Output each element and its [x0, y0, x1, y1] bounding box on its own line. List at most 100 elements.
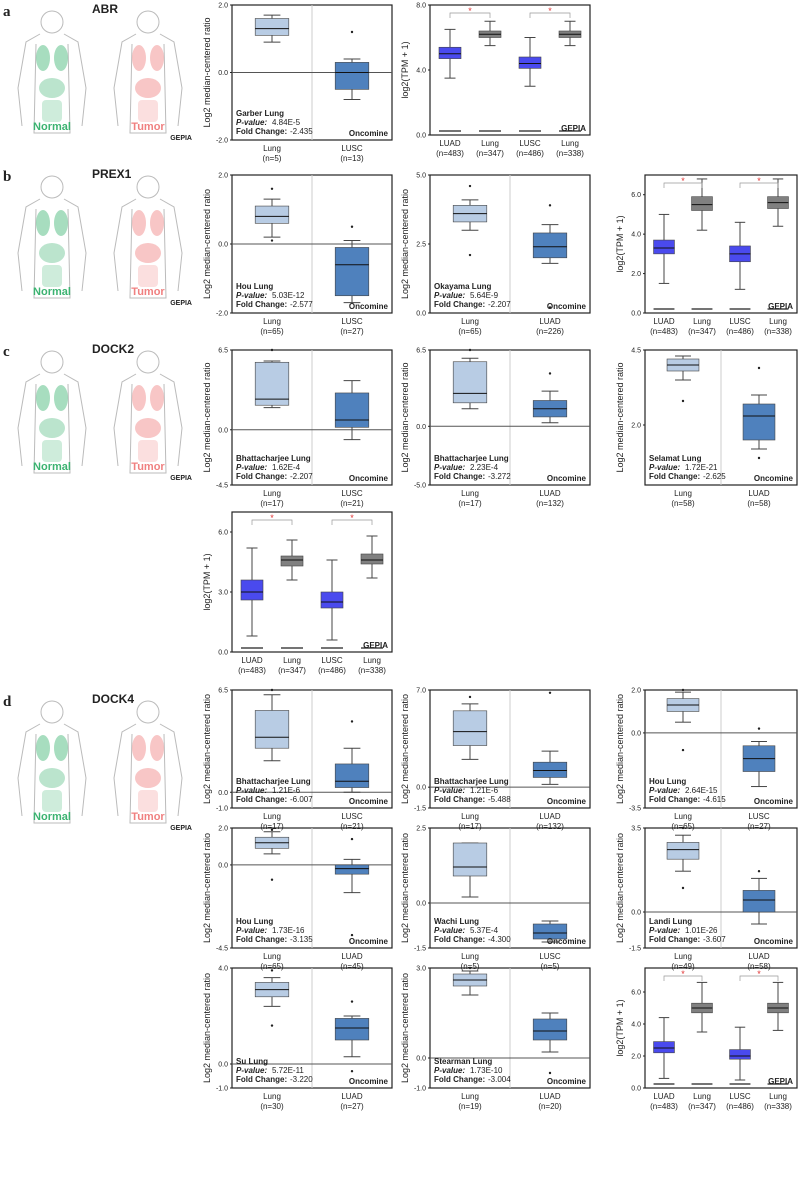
n-label: (n=45) [340, 962, 364, 971]
normal-label: Normal [33, 461, 71, 473]
box [254, 18, 290, 36]
n-label: (n=65) [458, 327, 482, 336]
y-tick-label: 0.0 [218, 790, 228, 797]
outlier [757, 366, 761, 370]
box [334, 62, 370, 90]
p-value: 5.37E-4 [470, 926, 499, 935]
outlier [757, 870, 761, 873]
study-name: Hou Lung [236, 282, 273, 291]
source-label: Oncomine [349, 474, 389, 483]
significance-bracket [739, 975, 779, 981]
study-name: Stearman Lung [434, 1057, 492, 1066]
source-label: Oncomine [349, 129, 389, 138]
p-value: 1.62E-4 [272, 463, 301, 472]
y-tick-label: 8.0 [416, 3, 426, 10]
x-tick-label: Lung [461, 952, 479, 961]
y-axis-label: Log2 median-centered ratio [400, 362, 410, 472]
y-tick-label: -1.5 [414, 806, 426, 813]
source-label: Oncomine [547, 302, 587, 311]
y-tick-label: -5.0 [414, 483, 426, 490]
x-tick-label: LUAD [653, 317, 675, 326]
organ [39, 78, 65, 98]
fold-change: -3.607 [703, 935, 726, 944]
y-tick-label: 5.0 [416, 173, 426, 180]
p-label: P-value: [236, 926, 267, 935]
fc-label: Fold Change: [434, 1075, 485, 1084]
box [334, 392, 370, 428]
outlier [468, 695, 472, 699]
n-label: (n=21) [340, 822, 364, 831]
n-label: (n=486) [516, 149, 544, 158]
significance-mark: * [548, 6, 552, 16]
x-tick-label: Lung [481, 139, 499, 148]
panel-letter: d [3, 694, 12, 710]
y-tick-label: 0.0 [416, 311, 426, 318]
p-value: 1.73E-16 [272, 926, 305, 935]
outlier [270, 969, 274, 972]
organ [135, 418, 161, 438]
organ [135, 243, 161, 263]
y-tick-label: 4.5 [631, 348, 641, 355]
outlier [548, 691, 552, 694]
y-tick-label: 4.0 [631, 232, 641, 239]
y-axis-label: Log2 median-centered ratio [202, 17, 212, 127]
y-axis-label: Log2 median-centered ratio [615, 362, 625, 472]
y-tick-label: 2.0 [631, 688, 641, 695]
n-label: (n=17) [458, 499, 482, 508]
fold-change: -5.488 [488, 795, 511, 804]
x-tick-label: LUAD [539, 812, 561, 821]
y-tick-label: 0.0 [218, 650, 228, 657]
torso [17, 33, 87, 134]
n-label: (n=338) [764, 1102, 792, 1111]
p-label: P-value: [649, 786, 680, 795]
x-tick-label: Lung [674, 812, 692, 821]
x-tick-label: LUSC [341, 812, 363, 821]
fold-change: -2.435 [290, 127, 313, 136]
significance-mark: * [681, 969, 685, 979]
gut [138, 790, 158, 812]
y-tick-label: 0.0 [631, 730, 641, 737]
organ [39, 243, 65, 263]
fc-label: Fold Change: [434, 795, 485, 804]
x-tick-label: LUAD [653, 1092, 675, 1101]
outlier [350, 720, 354, 723]
p-label: P-value: [236, 786, 267, 795]
p-label: P-value: [434, 786, 465, 795]
y-axis-label: Log2 median-centered ratio [202, 833, 212, 943]
tumor-label: Tumor [131, 461, 165, 473]
outlier [548, 372, 552, 375]
outlier [757, 456, 761, 460]
p-value: 1.01E-26 [685, 926, 718, 935]
plot-frame [429, 4, 591, 136]
box [280, 555, 304, 567]
body-figure [113, 10, 183, 134]
n-label: (n=486) [318, 666, 346, 675]
fold-change: -2.577 [290, 300, 313, 309]
lung-right [54, 735, 68, 761]
x-tick-label: LUAD [341, 952, 363, 961]
fc-label: Fold Change: [236, 935, 287, 944]
y-tick-label: 0.0 [218, 242, 228, 249]
source-label: Oncomine [349, 302, 389, 311]
n-label: (n=58) [747, 499, 771, 508]
y-axis-label: Log2 median-centered ratio [202, 362, 212, 472]
gene-name: PREX1 [92, 167, 132, 181]
outlier [270, 878, 274, 881]
study-name: Su Lung [236, 1057, 268, 1066]
lung-left [132, 735, 146, 761]
box [653, 1041, 675, 1054]
box [653, 239, 675, 255]
y-axis-label: log2(TPM + 1) [615, 215, 625, 272]
tumor-label: Tumor [131, 121, 165, 133]
x-tick-label: Lung [769, 1092, 787, 1101]
outlier [681, 826, 685, 830]
outlier [270, 348, 274, 352]
y-tick-label: 6.5 [218, 348, 228, 355]
significance-mark: * [270, 513, 274, 523]
outlier [270, 187, 274, 190]
box [742, 403, 776, 441]
outlier [548, 306, 552, 309]
y-tick-label: 6.0 [631, 192, 641, 199]
source-label: Oncomine [349, 937, 389, 946]
study-name: Wachi Lung [434, 917, 479, 926]
